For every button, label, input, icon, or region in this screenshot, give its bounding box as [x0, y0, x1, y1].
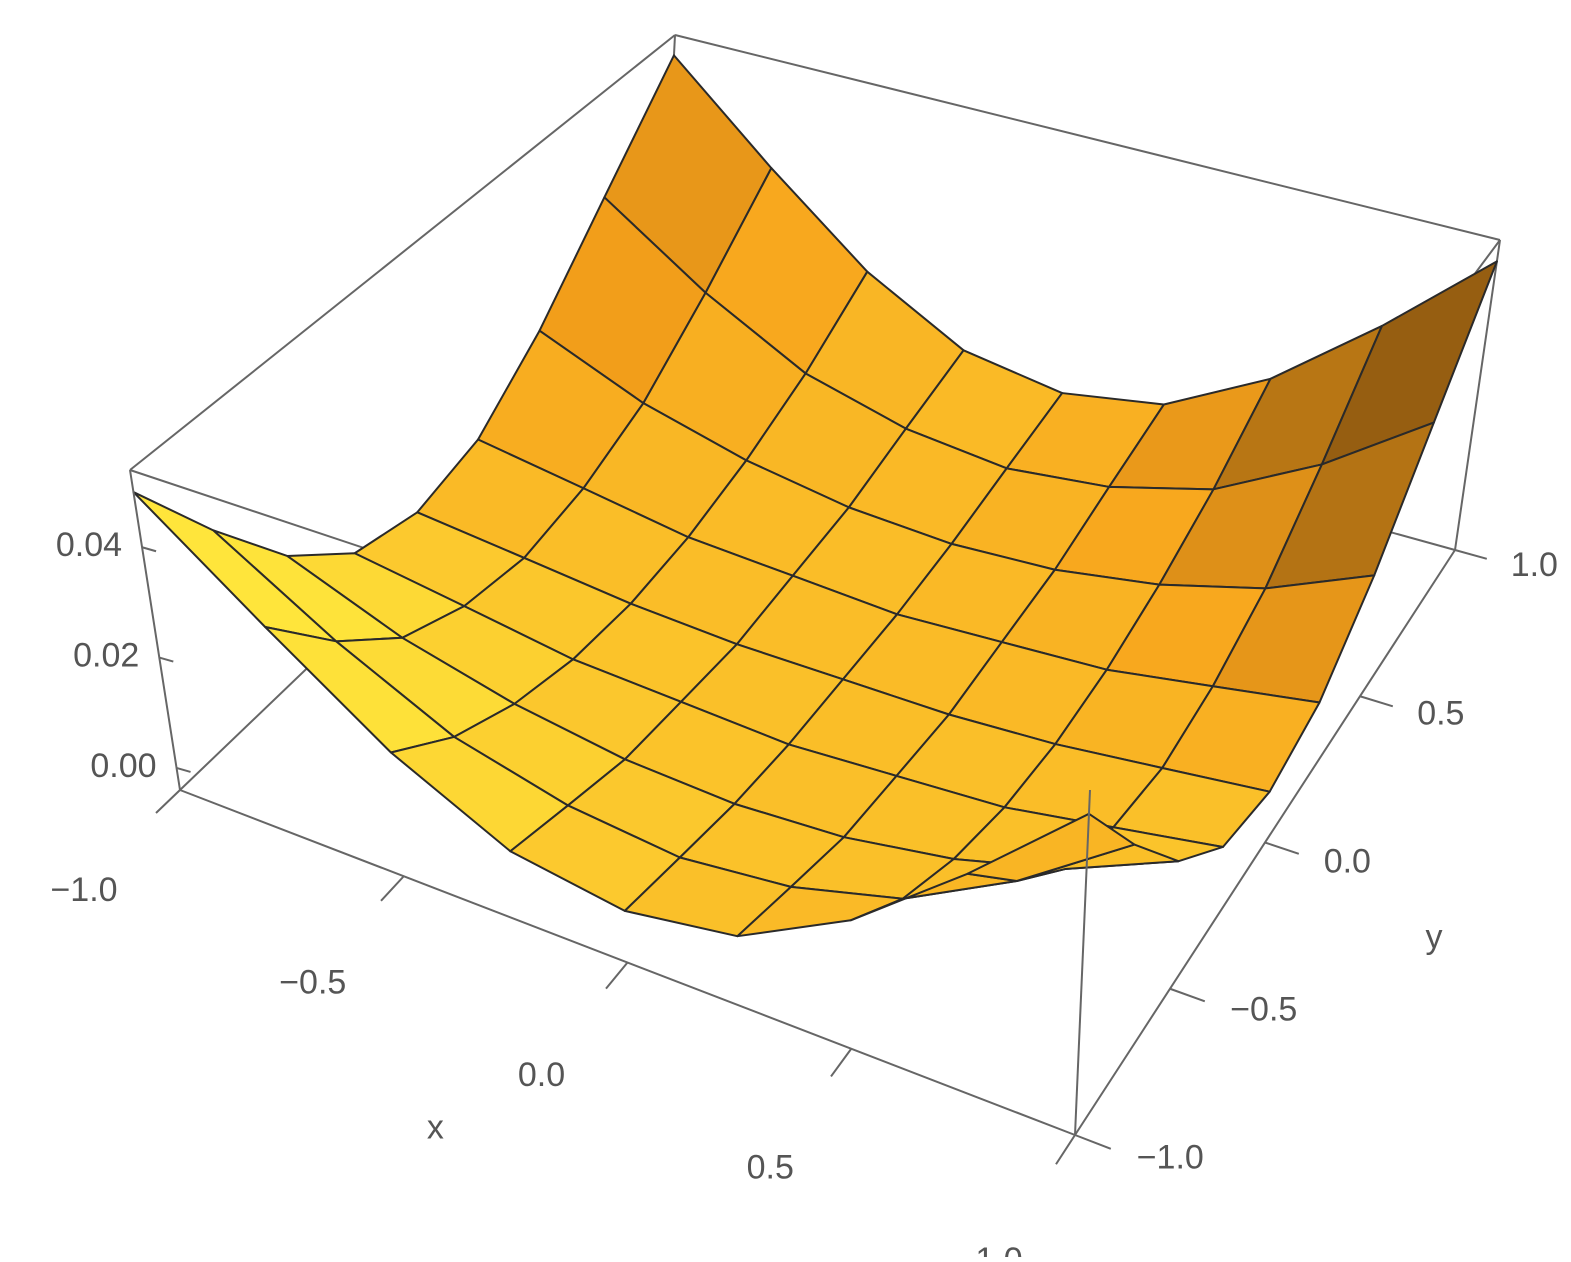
- x-tick-label: 0.5: [747, 1148, 794, 1186]
- surface: [132, 54, 1498, 938]
- x-tick: [380, 875, 405, 902]
- x-tick-label: −1.0: [50, 871, 117, 909]
- x-tick: [830, 1048, 853, 1078]
- y-tick-label: −0.5: [1230, 991, 1297, 1029]
- x-axis-label: x: [427, 1109, 444, 1147]
- z-tick: [141, 546, 157, 553]
- box-edge: [129, 469, 181, 791]
- y-tick: [1074, 1134, 1112, 1150]
- x-tick-label: −0.5: [279, 963, 346, 1001]
- x-tick-label: 0.0: [518, 1056, 565, 1094]
- x-tick-label: 1.0: [975, 1241, 1022, 1257]
- y-tick: [1454, 549, 1488, 560]
- surface-cell: [966, 812, 1136, 882]
- y-tick-label: −1.0: [1137, 1139, 1204, 1177]
- y-tick: [1359, 695, 1394, 708]
- box-front: [129, 469, 1488, 1165]
- z-tick-label: 0.00: [90, 747, 156, 785]
- y-tick-label: 1.0: [1511, 546, 1558, 584]
- box-edge: [1454, 239, 1501, 551]
- y-tick: [1169, 987, 1206, 1003]
- box-edge: [1074, 789, 1091, 1136]
- z-tick-label: 0.02: [73, 637, 139, 675]
- y-axis-label: y: [1426, 918, 1443, 956]
- y-tick-label: 0.0: [1324, 842, 1371, 880]
- x-tick: [1055, 1134, 1076, 1165]
- y-tick-label: 0.5: [1417, 694, 1464, 732]
- x-tick: [155, 789, 181, 814]
- x-tick: [605, 961, 629, 990]
- z-tick-label: 0.04: [56, 526, 122, 564]
- box-edge: [129, 34, 676, 471]
- box-edge: [674, 34, 1501, 241]
- z-tick: [159, 656, 174, 663]
- z-tick: [176, 766, 191, 773]
- y-tick: [1264, 841, 1300, 855]
